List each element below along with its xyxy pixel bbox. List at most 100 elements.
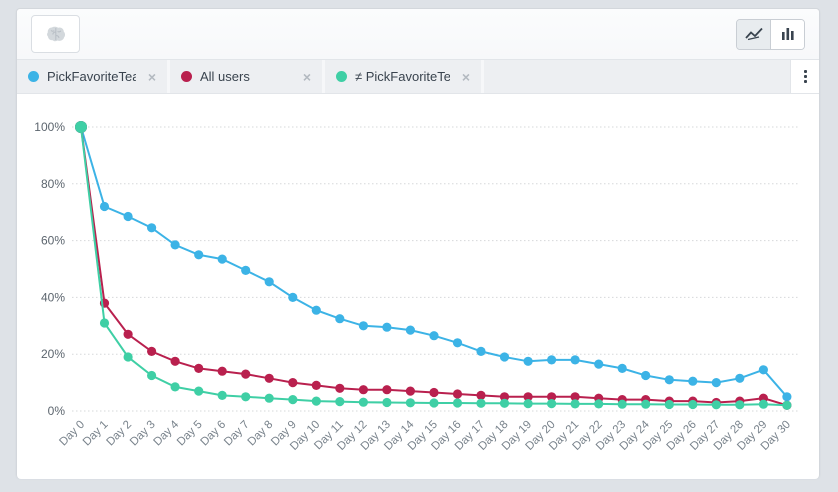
data-point (241, 392, 250, 401)
data-point (75, 121, 87, 133)
brain-icon (46, 26, 66, 42)
close-icon[interactable]: × (148, 70, 156, 84)
retention-chart[interactable]: 0%20%40%60%80%100%Day 0Day 1Day 2Day 3Da… (17, 94, 819, 479)
data-point (759, 400, 768, 409)
series-color-dot (28, 71, 39, 82)
data-point (429, 398, 438, 407)
x-axis-labels: Day 0Day 1Day 2Day 3Day 4Day 5Day 6Day 7… (57, 418, 793, 453)
svg-text:Day 6: Day 6 (199, 419, 229, 449)
svg-text:Day 8: Day 8 (246, 419, 276, 449)
data-point (665, 375, 674, 384)
data-point (241, 266, 250, 275)
data-point (194, 250, 203, 259)
svg-text:Day 7: Day 7 (222, 419, 252, 449)
data-point (359, 321, 368, 330)
chart-toolbar (17, 9, 819, 59)
data-point (241, 370, 250, 379)
data-point (124, 352, 133, 361)
data-point (406, 398, 415, 407)
data-point (641, 400, 650, 409)
data-point (476, 399, 485, 408)
chips-row-filler (484, 60, 790, 93)
data-point (124, 330, 133, 339)
data-point (265, 277, 274, 286)
line-chart-icon (745, 27, 763, 41)
chip-label: ≠ PickFavoriteTeam... (355, 69, 450, 84)
kebab-menu-icon (804, 70, 807, 73)
data-point (288, 395, 297, 404)
data-point (453, 338, 462, 347)
data-point (500, 399, 509, 408)
data-point (406, 326, 415, 335)
line-chart-button[interactable] (737, 20, 771, 49)
data-point (476, 391, 485, 400)
svg-text:Day 0: Day 0 (57, 419, 87, 449)
data-point (712, 400, 721, 409)
data-point (594, 399, 603, 408)
data-point (547, 355, 556, 364)
data-point (265, 394, 274, 403)
data-point (312, 381, 321, 390)
data-point (171, 357, 180, 366)
svg-text:20%: 20% (41, 347, 65, 361)
data-point (218, 367, 227, 376)
data-point (524, 399, 533, 408)
chip-not-pickfavoriteteam[interactable]: ≠ PickFavoriteTeam... × (325, 60, 484, 93)
data-point (100, 202, 109, 211)
svg-text:100%: 100% (34, 120, 65, 134)
data-point (476, 347, 485, 356)
data-point (359, 398, 368, 407)
data-point (218, 255, 227, 264)
data-point (100, 318, 109, 327)
data-point (759, 365, 768, 374)
data-point (124, 212, 133, 221)
data-point (712, 378, 721, 387)
data-point (735, 400, 744, 409)
data-point (359, 385, 368, 394)
data-point (594, 360, 603, 369)
data-point (782, 392, 791, 401)
series-color-dot (181, 71, 192, 82)
data-point (641, 371, 650, 380)
series-chips-row: PickFavoriteTeam × All users × ≠ PickFav… (17, 59, 819, 94)
svg-text:Day 1: Day 1 (81, 419, 111, 449)
close-icon[interactable]: × (462, 70, 470, 84)
data-point (571, 355, 580, 364)
data-point (147, 371, 156, 380)
data-point (335, 314, 344, 323)
chip-all-users[interactable]: All users × (170, 60, 325, 93)
svg-text:60%: 60% (41, 234, 65, 248)
data-point (335, 397, 344, 406)
data-point (735, 374, 744, 383)
bar-chart-button[interactable] (771, 20, 804, 49)
retention-panel: PickFavoriteTeam × All users × ≠ PickFav… (16, 8, 820, 478)
data-point (147, 347, 156, 356)
data-point (147, 223, 156, 232)
chip-label: All users (200, 69, 291, 84)
svg-text:80%: 80% (41, 177, 65, 191)
more-options-button[interactable] (790, 60, 819, 93)
svg-text:Day 2: Day 2 (104, 419, 134, 449)
data-point (618, 364, 627, 373)
data-point (194, 364, 203, 373)
data-point (265, 374, 274, 383)
data-point (171, 382, 180, 391)
svg-text:0%: 0% (48, 404, 66, 418)
svg-text:Day 4: Day 4 (152, 418, 182, 448)
data-point (618, 400, 627, 409)
bar-chart-icon (780, 27, 796, 41)
data-point (500, 352, 509, 361)
svg-text:Day 3: Day 3 (128, 419, 158, 449)
close-icon[interactable]: × (303, 70, 311, 84)
insights-button[interactable] (31, 15, 80, 53)
data-point (571, 399, 580, 408)
data-point (429, 331, 438, 340)
data-point (429, 388, 438, 397)
series-color-dot (336, 71, 347, 82)
chart-type-toggle (736, 19, 805, 50)
data-point (288, 378, 297, 387)
data-point (218, 391, 227, 400)
chip-pickfavoriteteam[interactable]: PickFavoriteTeam × (17, 60, 170, 93)
data-point (547, 399, 556, 408)
data-point (665, 400, 674, 409)
